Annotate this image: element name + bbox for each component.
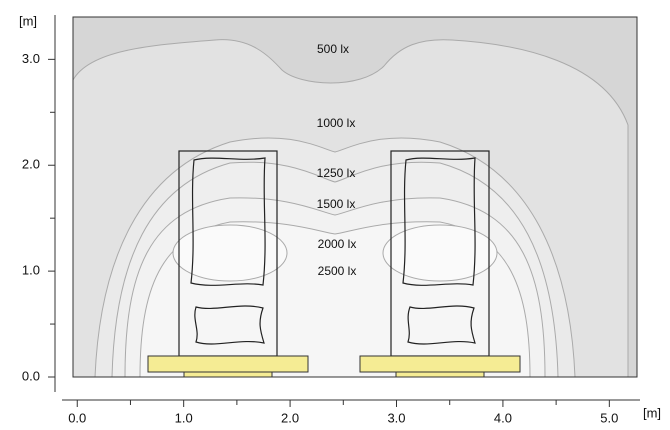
contour-label: 2000 lx	[318, 237, 357, 251]
fixture-base	[183, 371, 273, 378]
contour-label: 2500 lx	[318, 264, 357, 278]
light-shape	[402, 157, 476, 286]
light-shape	[407, 305, 476, 345]
plot-border	[72, 16, 638, 378]
y-tick-label: 3.0	[22, 51, 40, 66]
x-tick-label: 0.0	[68, 410, 86, 425]
contour-label: 1250 lx	[317, 166, 356, 180]
x-tick-label: 3.0	[387, 410, 405, 425]
y-unit: [m]	[19, 13, 37, 28]
fixture-base	[395, 371, 485, 378]
y-tick-label: 2.0	[22, 157, 40, 172]
contour-2500-right	[382, 224, 498, 282]
fixture	[359, 355, 521, 373]
contour-label: 500 lx	[317, 42, 349, 56]
fixture	[147, 355, 309, 373]
light-shape	[190, 157, 266, 286]
x-tick-label: 1.0	[175, 410, 193, 425]
x-unit: [m]	[643, 405, 661, 420]
x-tick-label: 2.0	[281, 410, 299, 425]
plot-area	[72, 16, 638, 378]
y-tick-label: 1.0	[22, 263, 40, 278]
x-tick-label: 5.0	[600, 410, 618, 425]
contour-2500-left	[172, 224, 288, 282]
fixtures	[147, 355, 521, 378]
y-tick-label: 0.0	[22, 368, 40, 383]
contour-label: 1500 lx	[317, 197, 356, 211]
contour-label: 1000 lx	[317, 116, 356, 130]
light-shape	[194, 305, 265, 345]
x-tick-label: 4.0	[494, 410, 512, 425]
